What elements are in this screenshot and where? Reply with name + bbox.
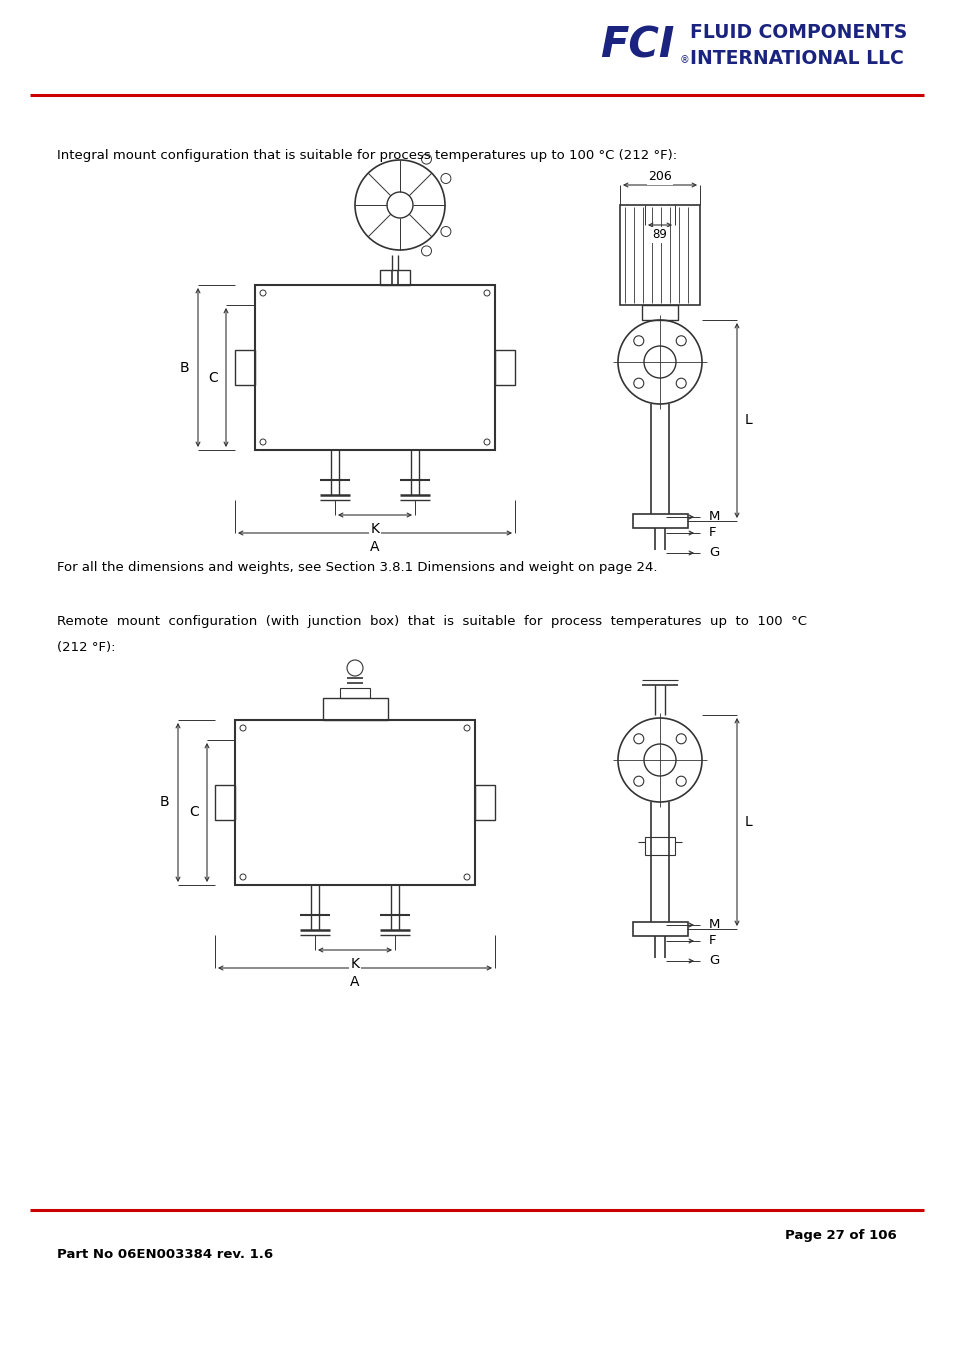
Bar bbox=[254, 285, 495, 450]
Text: C: C bbox=[208, 370, 217, 385]
Text: Remote  mount  configuration  (with  junction  box)  that  is  suitable  for  pr: Remote mount configuration (with junctio… bbox=[57, 616, 806, 628]
Bar bbox=[619, 205, 700, 305]
Text: B: B bbox=[179, 361, 189, 374]
Text: F: F bbox=[708, 935, 716, 947]
Bar bbox=[379, 270, 410, 285]
Text: Part No 06EN003384 rev. 1.6: Part No 06EN003384 rev. 1.6 bbox=[57, 1248, 273, 1262]
Bar bbox=[323, 698, 388, 720]
Bar bbox=[641, 305, 678, 320]
Bar bbox=[475, 785, 495, 820]
Text: M: M bbox=[708, 511, 720, 523]
Bar bbox=[495, 350, 515, 385]
Text: K: K bbox=[350, 957, 359, 971]
Text: C: C bbox=[189, 805, 198, 820]
Text: (212 °F):: (212 °F): bbox=[57, 642, 115, 654]
Text: Page 27 of 106: Page 27 of 106 bbox=[784, 1228, 896, 1242]
Bar bbox=[214, 785, 234, 820]
Text: 206: 206 bbox=[647, 170, 671, 184]
Text: ®: ® bbox=[679, 55, 689, 65]
Text: FLUID COMPONENTS: FLUID COMPONENTS bbox=[689, 23, 906, 42]
Text: For all the dimensions and weights, see Section 3.8.1 Dimensions and weight on p: For all the dimensions and weights, see … bbox=[57, 562, 657, 574]
Bar bbox=[234, 720, 475, 885]
Text: A: A bbox=[370, 540, 379, 554]
Text: 89: 89 bbox=[652, 228, 667, 242]
Text: L: L bbox=[744, 413, 752, 427]
Bar bbox=[633, 513, 687, 528]
Bar bbox=[339, 688, 370, 698]
Text: F: F bbox=[708, 527, 716, 539]
Bar bbox=[633, 921, 687, 936]
Bar bbox=[234, 350, 254, 385]
Text: Integral mount configuration that is suitable for process temperatures up to 100: Integral mount configuration that is sui… bbox=[57, 149, 677, 162]
Text: K: K bbox=[370, 521, 379, 536]
Text: INTERNATIONAL LLC: INTERNATIONAL LLC bbox=[689, 49, 902, 68]
Text: A: A bbox=[350, 975, 359, 989]
Text: B: B bbox=[159, 796, 169, 809]
Text: G: G bbox=[708, 547, 719, 559]
Text: L: L bbox=[744, 815, 752, 830]
Text: FCI: FCI bbox=[599, 24, 674, 66]
Bar bbox=[644, 838, 675, 855]
Text: G: G bbox=[708, 955, 719, 967]
Text: M: M bbox=[708, 919, 720, 931]
